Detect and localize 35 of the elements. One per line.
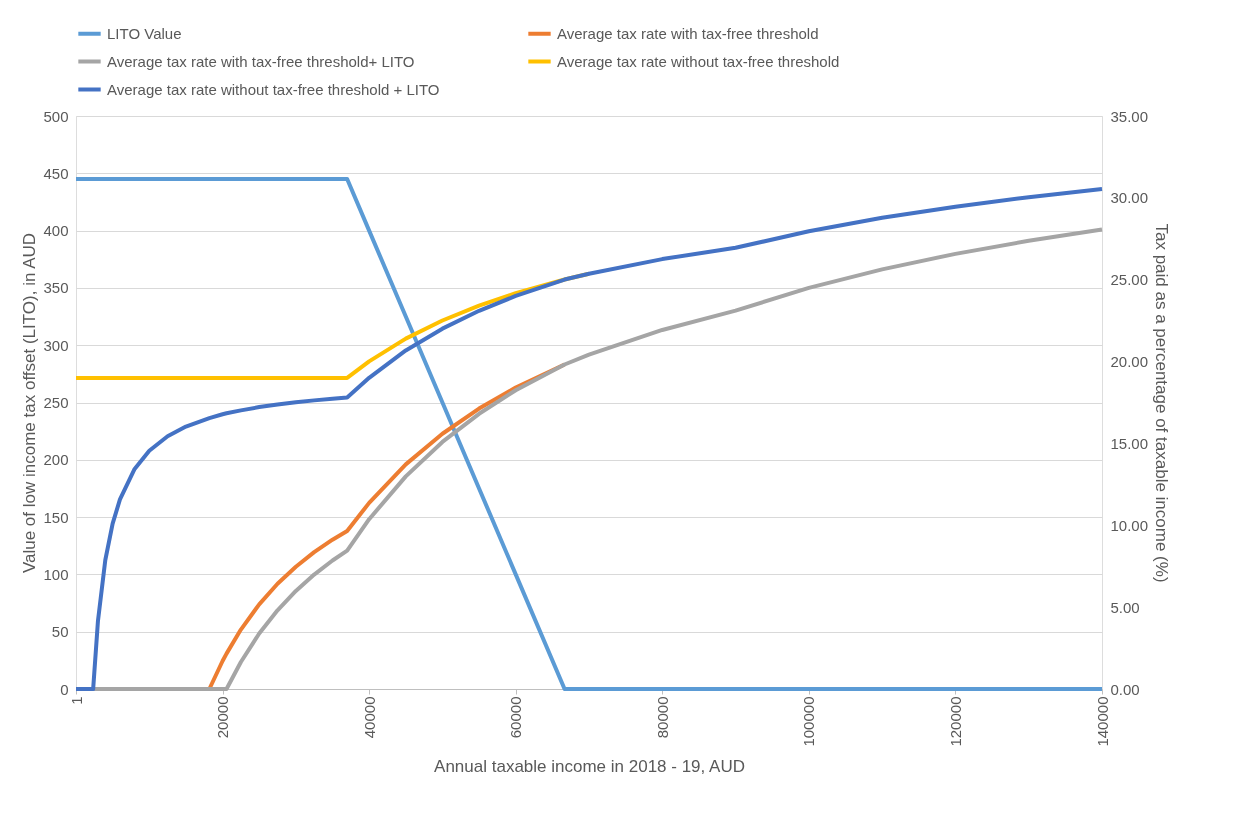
y-tick-label: 400 [43,222,69,240]
y-tick-label: 350 [43,279,69,297]
y-tick-label: 250 [43,394,69,411]
legend-label: LITO Value [107,24,182,42]
y2-tick-label: 5.00 [1110,598,1140,616]
y-tick-label: 100 [43,565,69,583]
legend-label: Average tax rate with tax-free threshold [557,24,819,42]
y2-tick-label: 25.00 [1110,271,1149,289]
legend-label: Average tax rate without tax-free threshold [557,52,840,70]
x-tick-label: 1 [67,696,85,705]
x-tick-label: 20000 [214,696,232,739]
y-tick-label: 200 [43,451,69,469]
y-tick-label: 50 [51,623,69,641]
y2-tick-label: 0.00 [1110,680,1140,698]
y2-tick-label: 15.00 [1110,434,1149,452]
y-tick-label: 0 [60,680,69,698]
y2-tick-label: 30.00 [1110,189,1149,207]
y2-axis-title: Tax paid as a percentage of taxable income (%) [1152,223,1172,583]
x-axis-title: Annual taxable income in 2018 - 19, AUD [434,756,745,776]
x-tick-label: 140000 [1093,696,1111,747]
y-tick-label: 300 [43,336,69,354]
y2-tick-label: 10.00 [1110,516,1149,534]
x-tick-label: 80000 [653,696,671,739]
x-tick-label: 120000 [946,696,964,747]
y2-tick-label: 20.00 [1110,353,1149,371]
y-tick-label: 450 [43,164,69,182]
y-axis-title: Value of low income tax offset (LITO), in AUD [20,232,40,574]
x-tick-label: 60000 [507,696,525,739]
x-tick-label: 40000 [360,696,378,739]
legend-label: Average tax rate with tax-free threshold+ LITO [107,52,415,70]
legend-label: Average tax rate without tax-free threshold + LITO [107,80,440,98]
y2-tick-label: 35.00 [1110,107,1149,125]
y-tick-label: 500 [43,107,69,125]
y-tick-label: 150 [43,508,69,526]
x-tick-label: 100000 [800,696,818,747]
